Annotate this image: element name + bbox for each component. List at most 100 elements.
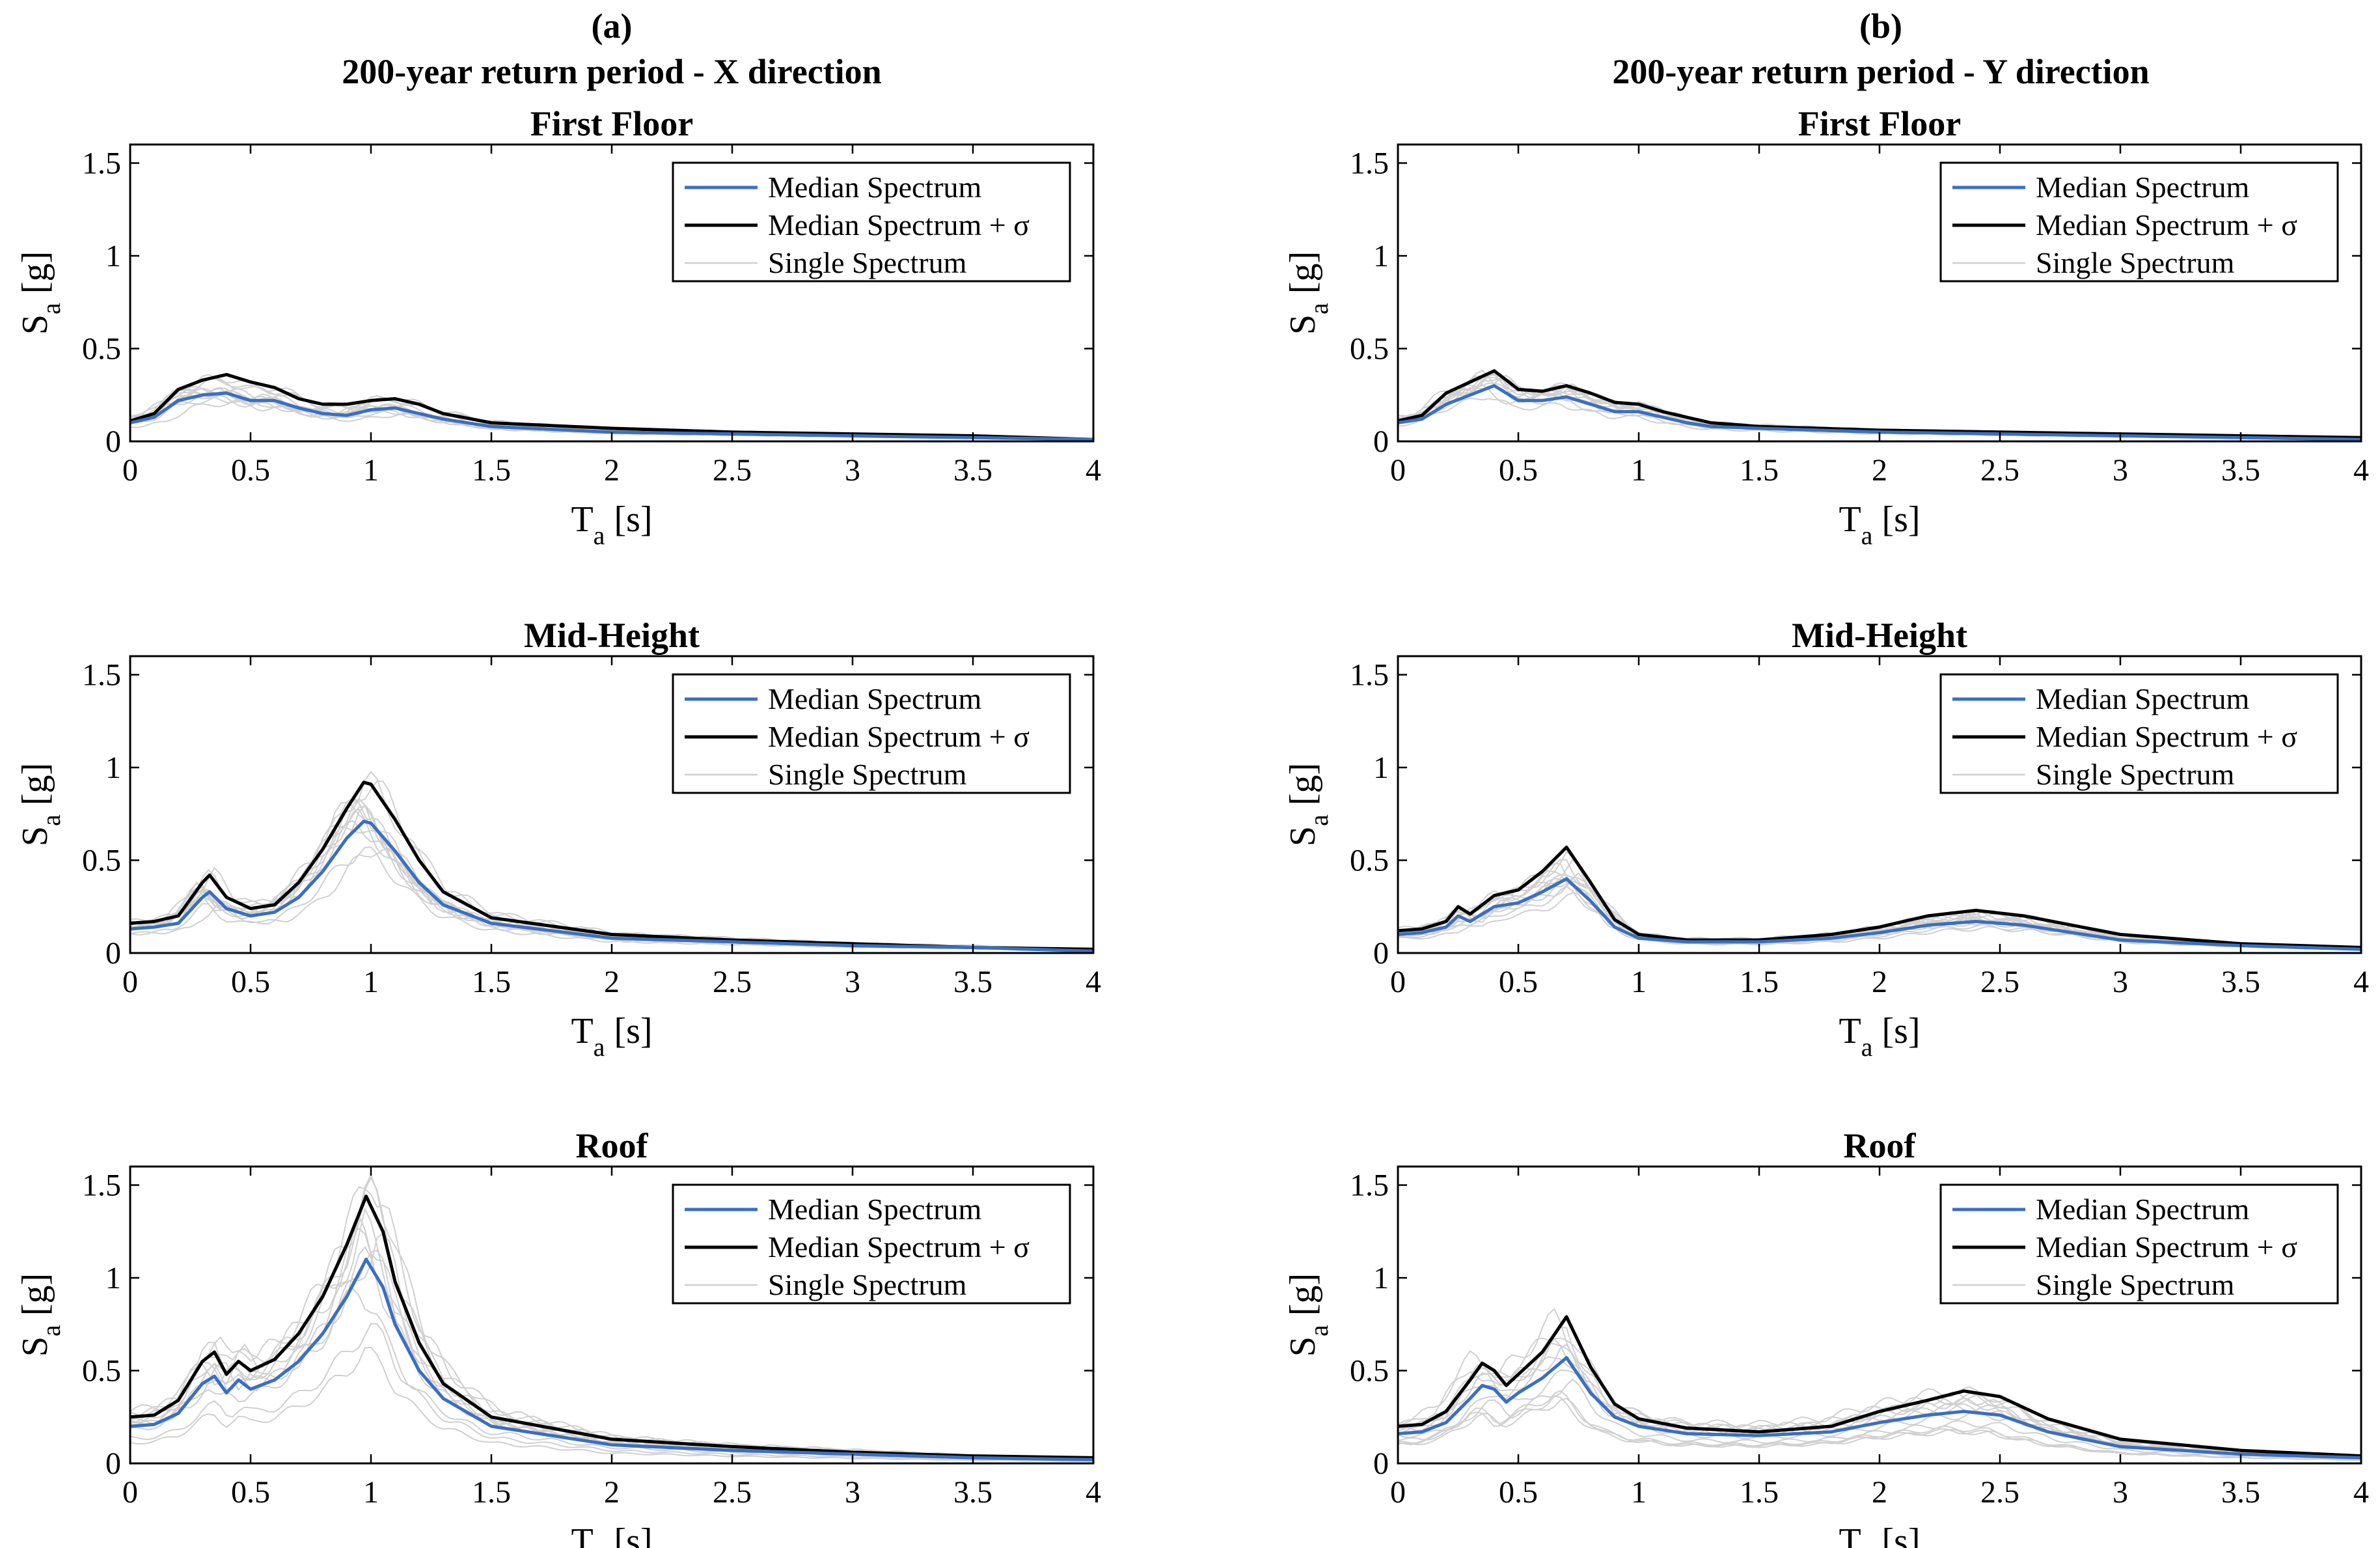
plot-b-3-xtick-label: 3 [2113, 1475, 2128, 1510]
plot-b-2-xtick-label: 2.5 [1980, 965, 2019, 999]
plot-b-3-single-spectrum [1397, 1378, 2362, 1460]
plot-b-3-single-spectra [1397, 1308, 2362, 1461]
plot-a-3-ytick-label: 0.5 [82, 1354, 121, 1389]
plot-b-1-xtick-label: 2 [1872, 453, 1887, 488]
plot-b-3-xlabel: Ta [s] [1839, 1521, 1920, 1548]
plot-b-2-legend-label-median: Median Spectrum [2036, 682, 2250, 715]
plot-a-3-xtick-label: 1 [363, 1475, 379, 1510]
plot-a-1-xtick-label: 2.5 [713, 453, 752, 488]
plot-b-3-ytick-label: 1 [1373, 1261, 1389, 1295]
plot-b-2-xtick-label: 3 [2113, 965, 2128, 999]
plot-a-3-xtick-label: 2 [604, 1475, 620, 1510]
plot-b-3-xtick-label: 2.5 [1980, 1475, 2019, 1510]
plot-b-3-ytick-label: 0.5 [1350, 1354, 1389, 1389]
plot-b-3-xtick-label: 0 [1390, 1475, 1406, 1510]
plot-a-1-xtick-label: 3.5 [953, 453, 992, 488]
plot-b-2-xtick-label: 3.5 [2221, 965, 2260, 999]
plot-a-1-legend-label-median: Median Spectrum [768, 171, 982, 204]
plot-a-1-legend-label-median-plus-sigma: Median Spectrum + σ [768, 208, 1030, 242]
plot-a-3-ytick-label: 1.5 [82, 1168, 121, 1203]
plot-a-2-xtick-label: 1 [363, 965, 379, 999]
plot-a-3-ytick-label: 1 [105, 1261, 121, 1295]
plot-a-2-median-plus-sigma-line [130, 781, 1094, 951]
plot-b-2-xtick-label: 0.5 [1499, 965, 1538, 999]
plot-a-2-ytick-label: 0.5 [82, 844, 121, 878]
plot-a-2-single-spectrum [130, 799, 1094, 952]
panel-a-title: 200-year return period - X direction [342, 52, 881, 91]
plot-b-1-xlabel: Ta [s] [1839, 499, 1920, 550]
plot-a-1-xtick-label: 0 [122, 453, 138, 488]
plot-b-2-xtick-label: 1.5 [1740, 965, 1779, 999]
plot-a-3-median-plus-sigma-line [130, 1195, 1094, 1459]
plot-a-2-ylabel: Sa [g] [15, 763, 66, 846]
plot-b-2-legend-box [1939, 673, 2339, 794]
plot-b-3-ylabel: Sa [g] [1283, 1273, 1334, 1357]
plot-a-2-ytick-label: 1 [105, 751, 121, 785]
plot-a-2-single-spectrum [130, 808, 1094, 952]
plot-b-1-xtick-label: 3.5 [2221, 453, 2260, 488]
plot-b-1-xtick-label: 4 [2353, 453, 2369, 488]
plot-a-2-xtick-label: 0 [122, 965, 138, 999]
plot-b-3-xtick-label: 1.5 [1740, 1475, 1779, 1510]
plot-b-2-single-spectra [1397, 851, 2362, 951]
plot-b-3-ytick-label: 0 [1373, 1446, 1389, 1481]
plot-b-1-xtick-label: 2.5 [1980, 453, 2019, 488]
plot-b-2-median-plus-sigma-line [1397, 846, 2362, 949]
plot-a-1-ytick-label: 0 [105, 424, 121, 459]
plot-b-1-ytick-label: 1.5 [1350, 146, 1389, 181]
plot-a-1-ylabel: Sa [g] [15, 251, 66, 335]
subplots: First Floor 0 0.5 1 1.5 2 2.5 3 3.5 4 0 0.5 1 1.5 Ta [… [15, 104, 2369, 1548]
plot-a-2-median-line [130, 820, 1094, 953]
plot-b-3-legend-label-median: Median Spectrum [2036, 1193, 2250, 1226]
plot-b-2-xlabel: Ta [s] [1839, 1011, 1920, 1062]
plot-a-1-ytick-label: 1 [105, 239, 121, 273]
plot-b-3-median-line [1397, 1356, 2362, 1459]
plot-b-3-single-spectrum [1397, 1369, 2362, 1459]
plot-a-1-xlabel: Ta [s] [571, 499, 652, 550]
plot-b-2-ytick-label: 1.5 [1350, 658, 1389, 693]
plot-a-2-xtick-label: 4 [1086, 965, 1101, 999]
plot-a-2: Mid-Height 0 0.5 1 1.5 2 2.5 3 3.5 4 0 0.5 1 1.5 Ta [s… [15, 616, 1101, 1062]
plot-b-2-title: Mid-Height [1792, 616, 1967, 655]
plot-a-2-legend-box [672, 673, 1071, 794]
plot-a-3-xtick-label: 3.5 [953, 1475, 992, 1510]
plot-a-3: Roof 0 0.5 1 1.5 2 2.5 3 3.5 4 0 0.5 1 1.5 Ta [s] Sa [g… [15, 1126, 1101, 1548]
plot-a-2-legend-label-median-plus-sigma: Median Spectrum + σ [768, 720, 1030, 753]
plot-a-3-xtick-label: 0.5 [231, 1475, 270, 1510]
plot-b-1-ytick-label: 0 [1373, 424, 1389, 459]
plot-b-2-xtick-label: 4 [2353, 965, 2369, 999]
plot-a-3-title: Roof [576, 1126, 649, 1165]
plot-a-3-xtick-label: 4 [1086, 1475, 1101, 1510]
plot-b-1-ytick-label: 0.5 [1350, 332, 1389, 366]
plot-a-2-legend-label-single: Single Spectrum [768, 758, 967, 791]
plot-b-3-legend-label-median-plus-sigma: Median Spectrum + σ [2036, 1230, 2297, 1264]
plot-a-1-title: First Floor [530, 104, 693, 143]
plot-b-3-legend-label-single: Single Spectrum [2036, 1268, 2235, 1301]
plot-a-2-legend: Median Spectrum Median Spectrum + σ Single… [672, 673, 1071, 794]
plot-a-2-single-spectra [130, 771, 1094, 952]
plot-a-3-legend-label-single: Single Spectrum [768, 1268, 967, 1301]
plot-a-3-median-line [130, 1258, 1094, 1461]
plot-a-1-median-plus-sigma-line [130, 372, 1094, 441]
plot-b-3-title: Roof [1844, 1126, 1917, 1165]
plot-a-1-xtick-label: 0.5 [231, 453, 270, 488]
plot-a-1-xtick-label: 1 [363, 453, 379, 488]
plot-a-2-xtick-label: 2 [604, 965, 620, 999]
plot-b-1-ytick-label: 1 [1373, 239, 1389, 273]
plot-b-1-legend-label-single: Single Spectrum [2036, 246, 2235, 279]
plot-a-2-legend-label-median: Median Spectrum [768, 682, 982, 715]
plot-b-1-xtick-label: 0.5 [1499, 453, 1538, 488]
plot-a-1: First Floor 0 0.5 1 1.5 2 2.5 3 3.5 4 0 0.5 1 1.5 Ta [… [15, 104, 1101, 550]
plot-a-3-single-spectrum [130, 1346, 1094, 1462]
plot-a-1-xtick-label: 1.5 [472, 453, 511, 488]
plot-b-2: Mid-Height 0 0.5 1 1.5 2 2.5 3 3.5 4 0 0.5 1 1.5 Ta [s… [1283, 616, 2369, 1062]
plot-a-3-xtick-label: 1.5 [472, 1475, 511, 1510]
plot-b-2-xtick-label: 1 [1631, 965, 1647, 999]
plot-a-3-single-spectrum [130, 1323, 1093, 1462]
plot-a-1-xtick-label: 3 [845, 453, 860, 488]
plot-b-2-ytick-label: 0 [1373, 936, 1389, 971]
plot-b-2-median-line [1397, 877, 2362, 951]
plot-b-3-xtick-label: 3.5 [2221, 1475, 2260, 1510]
plot-a-2-single-spectrum [130, 820, 1094, 952]
